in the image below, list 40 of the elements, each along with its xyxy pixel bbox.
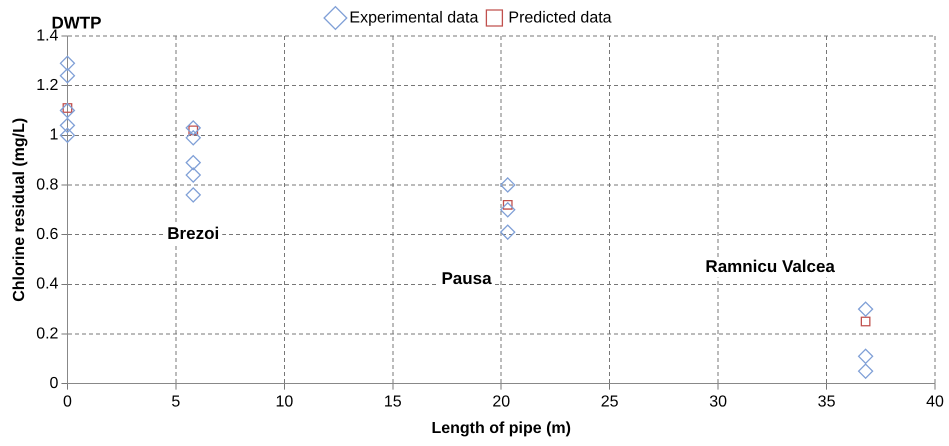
x-tick-label: 30 — [709, 394, 728, 411]
point — [60, 118, 76, 134]
x-tick-label: 40 — [926, 394, 944, 411]
y-tick-label: 0.2 — [36, 325, 59, 342]
x-tick-label: 35 — [818, 394, 836, 411]
point — [186, 120, 201, 136]
y-tick-label: 0 — [50, 375, 59, 392]
point — [186, 187, 201, 203]
point — [186, 130, 201, 146]
annotation: Brezoi — [167, 224, 220, 243]
y-tick-label: 0.8 — [36, 176, 59, 194]
y-tick-label: 1 — [50, 126, 59, 144]
point — [500, 224, 516, 240]
x-tick-label: 20 — [492, 394, 510, 411]
point — [186, 154, 201, 170]
point — [186, 167, 201, 183]
y-tick-label: 0.6 — [36, 226, 59, 244]
point — [858, 301, 874, 317]
x-tick-label: 15 — [384, 394, 402, 411]
point — [500, 202, 516, 218]
point — [858, 364, 874, 379]
y-tick-label: 1.2 — [36, 77, 59, 94]
point — [60, 68, 76, 84]
annotation: Pausa — [441, 269, 492, 288]
x-tick-label: 25 — [600, 394, 619, 411]
point — [60, 102, 76, 118]
x-tick-label: 5 — [171, 394, 180, 411]
point — [60, 128, 76, 143]
point — [858, 348, 874, 364]
y-tick-label: 0.4 — [36, 276, 59, 293]
point — [860, 316, 870, 326]
x-axis-title: Length of pipe (m) — [431, 420, 571, 437]
annotation: Ramnicu Valcea — [705, 257, 836, 276]
point — [500, 177, 516, 193]
legend-label: Experimental data — [349, 9, 478, 26]
y-axis-title: Chlorine residual (mg/L) — [11, 118, 28, 302]
legend-label: Predicted data — [508, 9, 612, 26]
point — [60, 56, 76, 71]
x-tick-label: 10 — [275, 394, 294, 411]
x-tick-label: 0 — [62, 394, 72, 411]
